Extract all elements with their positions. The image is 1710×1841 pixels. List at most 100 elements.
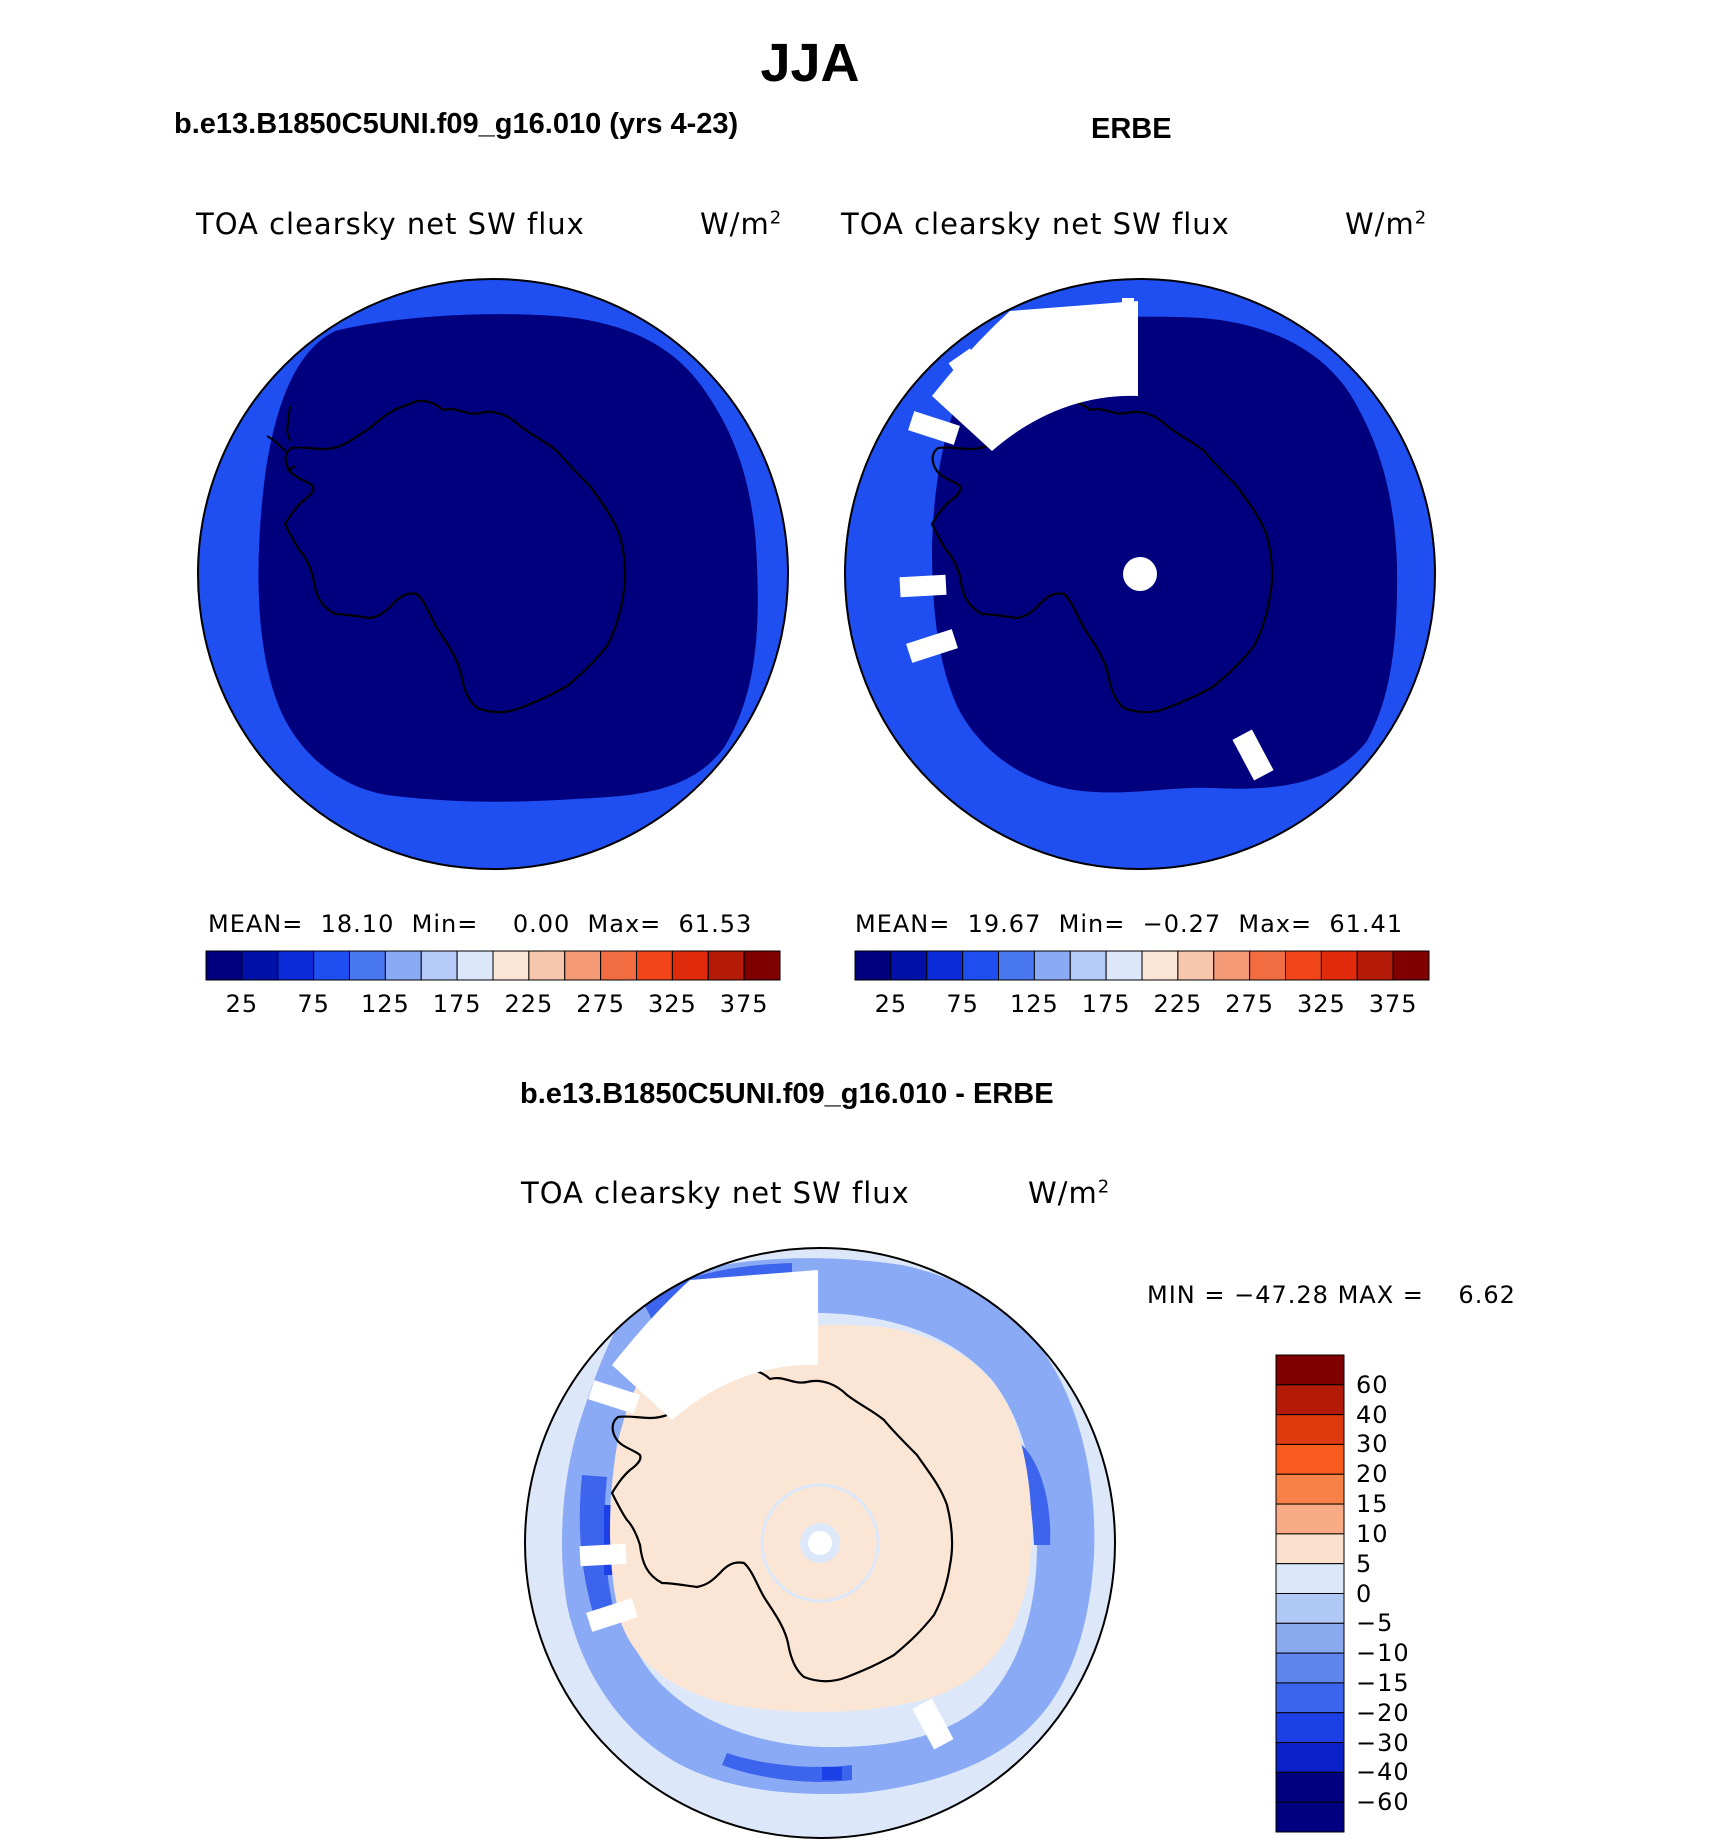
colorbar-model-tick-label: 75	[297, 990, 330, 1018]
colorbar-diff-swatch	[1275, 1533, 1345, 1565]
panel-title-model: b.e13.B1850C5UNI.f09_g16.010 (yrs 4-23)	[174, 108, 739, 140]
coastline-model	[283, 399, 627, 714]
colorbar-model-swatch	[528, 950, 566, 981]
colorbar-model-swatch	[313, 950, 350, 981]
map-land-region-diff	[610, 1324, 1032, 1712]
colorbar-diff-tick-label: 40	[1356, 1400, 1389, 1429]
colorbar-diff-swatch	[1275, 1384, 1345, 1416]
colorbar-obs-swatch	[926, 950, 964, 981]
missing-data-diff	[579, 1270, 954, 1750]
colorbar-ticks-model: 25 75 125 175 225 275 325 375	[206, 990, 780, 1020]
polar-map-obs	[844, 278, 1436, 870]
colorbar-diff-swatch	[1275, 1414, 1345, 1445]
colorbar-diff-tick-label: 30	[1356, 1430, 1389, 1459]
colorbar-diff-tick-label: −15	[1356, 1668, 1410, 1697]
colorbar-diff-swatch	[1275, 1682, 1345, 1714]
colorbar-model-tick-label: 25	[225, 990, 259, 1018]
colorbar-ticks-obs: 25 75 125 175 225 275 325 375	[855, 990, 1429, 1020]
panel-title-obs: ERBE	[1091, 113, 1172, 145]
colorbar-model-swatch	[205, 950, 243, 981]
colorbar-diff-swatch	[1275, 1622, 1345, 1654]
colorbar-diff-swatch	[1275, 1443, 1345, 1475]
units-label-obs: W/m2	[1345, 207, 1428, 241]
variable-label-diff: TOA clearsky net SW flux	[521, 1176, 910, 1210]
colorbar-model-swatch	[277, 950, 315, 981]
colorbar-model-swatch	[707, 950, 745, 981]
colorbar-obs-swatch	[1033, 950, 1071, 981]
colorbar-obs-tick-label: 75	[946, 990, 979, 1018]
colorbar-model-swatch	[671, 950, 709, 981]
colorbar-diff-swatch	[1275, 1473, 1345, 1505]
stats-model: MEAN= 18.10 Min= 0.00 Max= 61.53	[208, 910, 753, 938]
colorbar-diff-swatch	[1275, 1742, 1345, 1773]
colorbar-obs-tick-label: 225	[1153, 990, 1203, 1018]
colorbar-obs-tick-label: 275	[1225, 990, 1275, 1018]
colorbar-obs-swatch	[1320, 950, 1358, 981]
colorbar-obs-swatch	[1285, 950, 1322, 981]
colorbar-model-swatch	[636, 950, 673, 981]
stats-diff: MIN = −47.28 MAX = 6.62	[1147, 1281, 1516, 1309]
variable-label-obs: TOA clearsky net SW flux	[841, 207, 1230, 241]
colorbar-model-swatch	[349, 950, 386, 981]
colorbar-obs-swatch	[1069, 950, 1107, 981]
colorbar-model-swatch	[564, 950, 602, 981]
colorbar-diff-tick-label: 15	[1356, 1490, 1389, 1519]
colorbar-obs-tick-label: 25	[874, 990, 908, 1018]
colorbar-model-tick-label: 275	[576, 990, 626, 1018]
colorbar-diff-swatch	[1275, 1354, 1345, 1386]
polar-map-diff	[524, 1247, 1116, 1839]
colorbar-diff	[1275, 1354, 1345, 1833]
map-inner-region-model	[258, 314, 758, 802]
colorbar-ticks-diff: 60 40 30 20 15 10 5 0 −5 −10 −15 −20 −30 −40 −60	[1356, 1355, 1456, 1832]
colorbar-model-swatch	[384, 950, 422, 981]
colorbar-model-swatch	[241, 950, 279, 981]
variable-label-model: TOA clearsky net SW flux	[196, 207, 585, 241]
colorbar-diff-swatch	[1275, 1771, 1345, 1803]
colorbar-diff-tick-label: −40	[1356, 1758, 1410, 1787]
colorbar-obs-swatch	[1177, 950, 1215, 981]
coastline-diff	[610, 1368, 954, 1683]
colorbar-diff-tick-label: −5	[1356, 1609, 1394, 1638]
colorbar-diff-swatch	[1275, 1712, 1345, 1744]
colorbar-model-swatch	[743, 950, 781, 981]
panel-title-diff: b.e13.B1850C5UNI.f09_g16.010 - ERBE	[520, 1078, 1054, 1110]
colorbar-diff-swatch	[1275, 1593, 1345, 1624]
polar-map-model	[197, 278, 789, 870]
colorbar-model-swatch	[420, 950, 458, 981]
colorbar-model-tick-label: 225	[504, 990, 554, 1018]
colorbar-diff-tick-label: 5	[1356, 1549, 1373, 1578]
colorbar-model	[205, 950, 781, 981]
colorbar-model-swatch	[600, 950, 637, 981]
colorbar-obs-swatch	[1105, 950, 1143, 981]
colorbar-diff-tick-label: −30	[1356, 1728, 1410, 1757]
colorbar-obs-swatch	[890, 950, 928, 981]
colorbar-obs-swatch	[1392, 950, 1430, 981]
figure-title: JJA	[760, 33, 860, 93]
units-label-diff: W/m2	[1028, 1176, 1111, 1210]
colorbar-model-tick-label: 125	[360, 990, 410, 1018]
colorbar-obs-swatch	[1356, 950, 1394, 981]
colorbar-obs-swatch	[962, 950, 999, 981]
colorbar-model-tick-label: 175	[432, 990, 482, 1018]
colorbar-diff-tick-label: −60	[1356, 1788, 1410, 1817]
colorbar-obs-tick-label: 375	[1368, 990, 1418, 1018]
colorbar-diff-tick-label: 60	[1356, 1370, 1389, 1399]
stats-obs: MEAN= 19.67 Min= −0.27 Max= 61.41	[855, 910, 1404, 938]
colorbar-model-tick-label: 375	[719, 990, 769, 1018]
colorbar-diff-swatch	[1275, 1503, 1345, 1535]
colorbar-obs-swatch	[1141, 950, 1179, 981]
colorbar-obs-swatch	[1249, 950, 1286, 981]
colorbar-obs-swatch	[1213, 950, 1251, 981]
units-label-model: W/m2	[700, 207, 783, 241]
map-inner-region-obs	[932, 316, 1398, 793]
colorbar-obs-tick-label: 325	[1296, 990, 1346, 1018]
colorbar-diff-tick-label: 0	[1356, 1579, 1373, 1608]
colorbar-obs-tick-label: 175	[1081, 990, 1131, 1018]
colorbar-model-swatch	[492, 950, 530, 981]
colorbar-obs-tick-label: 125	[1009, 990, 1059, 1018]
missing-data-obs	[899, 298, 1274, 781]
colorbar-diff-tick-label: 20	[1356, 1460, 1389, 1489]
colorbar-obs	[854, 950, 1430, 981]
colorbar-diff-tick-label: −10	[1356, 1639, 1410, 1668]
colorbar-model-tick-label: 325	[647, 990, 697, 1018]
